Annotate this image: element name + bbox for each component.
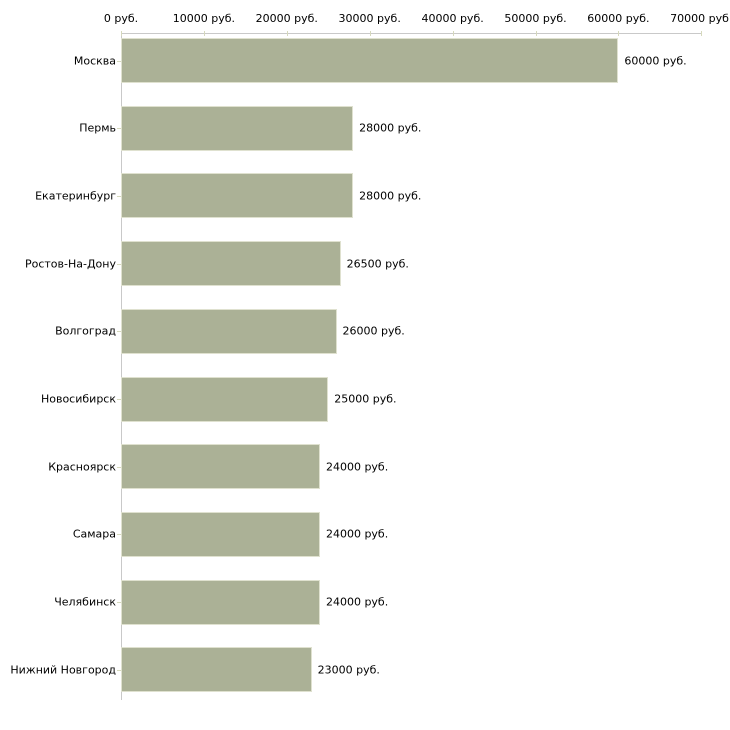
category-label: Нижний Новгород <box>10 663 116 677</box>
value-label: 25000 руб. <box>334 392 397 406</box>
x-tick-label: 40000 руб. <box>421 12 484 25</box>
category-label: Москва <box>73 54 116 67</box>
bar <box>121 38 619 83</box>
x-tick-label: 60000 руб. <box>587 12 650 25</box>
bar <box>121 241 341 287</box>
category-label: Пермь <box>79 121 116 135</box>
category-tick-mark <box>117 534 121 536</box>
value-label: 28000 руб. <box>359 189 422 203</box>
bar <box>121 105 354 151</box>
x-axis-line <box>121 33 701 34</box>
category-tick-mark <box>117 466 121 468</box>
x-tick-mark <box>452 31 454 36</box>
x-tick-mark <box>701 31 703 36</box>
value-label: 24000 руб. <box>325 527 389 541</box>
value-label: 23000 руб. <box>317 663 380 677</box>
category-tick-mark <box>117 669 121 671</box>
x-tick-label: 10000 руб. <box>172 12 236 25</box>
x-tick-label: 0 руб. <box>103 12 139 25</box>
category-label: Ростов-На-Дону <box>24 257 116 271</box>
x-tick-mark <box>535 31 537 36</box>
bar <box>121 376 329 422</box>
category-label: Екатеринбург <box>35 189 116 203</box>
x-tick-label: 50000 руб. <box>504 12 567 25</box>
category-label: Челябинск <box>54 595 116 609</box>
category-tick-mark <box>117 60 121 62</box>
category-label: Новосибирск <box>40 392 116 406</box>
bar <box>121 511 320 557</box>
x-tick-mark <box>618 31 620 36</box>
x-tick-mark <box>121 31 122 36</box>
y-axis-line <box>121 33 122 700</box>
x-tick-mark <box>203 31 205 36</box>
category-tick-mark <box>117 195 121 197</box>
value-label: 28000 руб. <box>359 121 422 135</box>
category-label: Самара <box>72 527 116 541</box>
value-label: 60000 руб. <box>624 54 687 67</box>
bar <box>121 647 312 693</box>
value-label: 24000 руб. <box>325 595 389 609</box>
bar <box>121 308 337 354</box>
category-tick-mark <box>117 331 121 333</box>
x-tick-label: 70000 руб. <box>670 12 730 25</box>
value-label: 26000 руб. <box>342 324 405 338</box>
category-tick-mark <box>117 263 121 265</box>
x-tick-label: 30000 руб. <box>338 12 401 25</box>
value-label: 26500 руб. <box>346 257 409 271</box>
x-tick-mark <box>286 31 288 36</box>
category-tick-mark <box>117 602 121 604</box>
bar <box>121 444 320 490</box>
bar <box>121 173 354 219</box>
category-tick-mark <box>117 128 121 130</box>
value-label: 24000 руб. <box>325 460 389 474</box>
category-tick-mark <box>117 399 121 400</box>
category-label: Волгоград <box>55 324 116 338</box>
x-tick-mark <box>369 31 371 36</box>
category-label: Красноярск <box>48 460 116 474</box>
x-tick-label: 20000 руб. <box>255 12 318 25</box>
bar <box>121 579 320 625</box>
